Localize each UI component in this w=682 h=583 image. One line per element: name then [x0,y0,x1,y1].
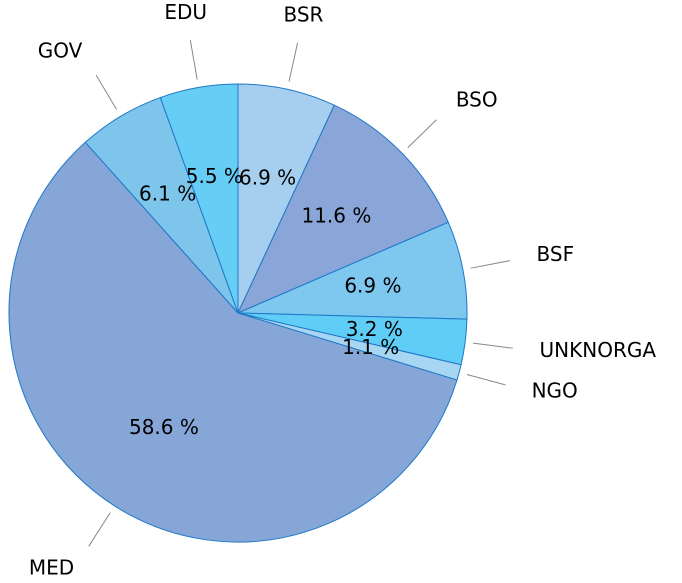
value-label: 6.9 % [344,274,401,298]
leader-line [473,342,513,349]
pie-slice [236,104,449,314]
leader-line [470,260,511,269]
value-label: 6.9 % [239,165,296,189]
leader-line [466,374,506,386]
slice-label: GOV [38,38,83,62]
value-label: 11.6 % [301,204,371,228]
pie-slice [8,141,458,543]
value-label: 1.1 % [342,335,399,359]
value-label: 5.5 % [186,164,243,188]
value-label: 3.2 % [346,317,403,341]
slice-label: BSR [283,3,323,27]
leader-line [88,512,111,547]
leader-line [189,40,198,80]
slice-label: BSF [537,242,575,266]
leader-line [407,119,437,149]
leader-line [95,74,118,110]
slice-label: BSO [456,87,498,111]
slice-label: EDU [164,0,207,24]
slice-label: NGO [532,378,578,402]
leader-line [288,42,299,82]
slice-label: UNKNORGA [540,338,657,362]
pie-slice [159,83,239,314]
slice-label: MED [29,556,74,580]
value-label: 6.1 % [139,181,196,205]
value-label: 58.6 % [129,415,199,439]
